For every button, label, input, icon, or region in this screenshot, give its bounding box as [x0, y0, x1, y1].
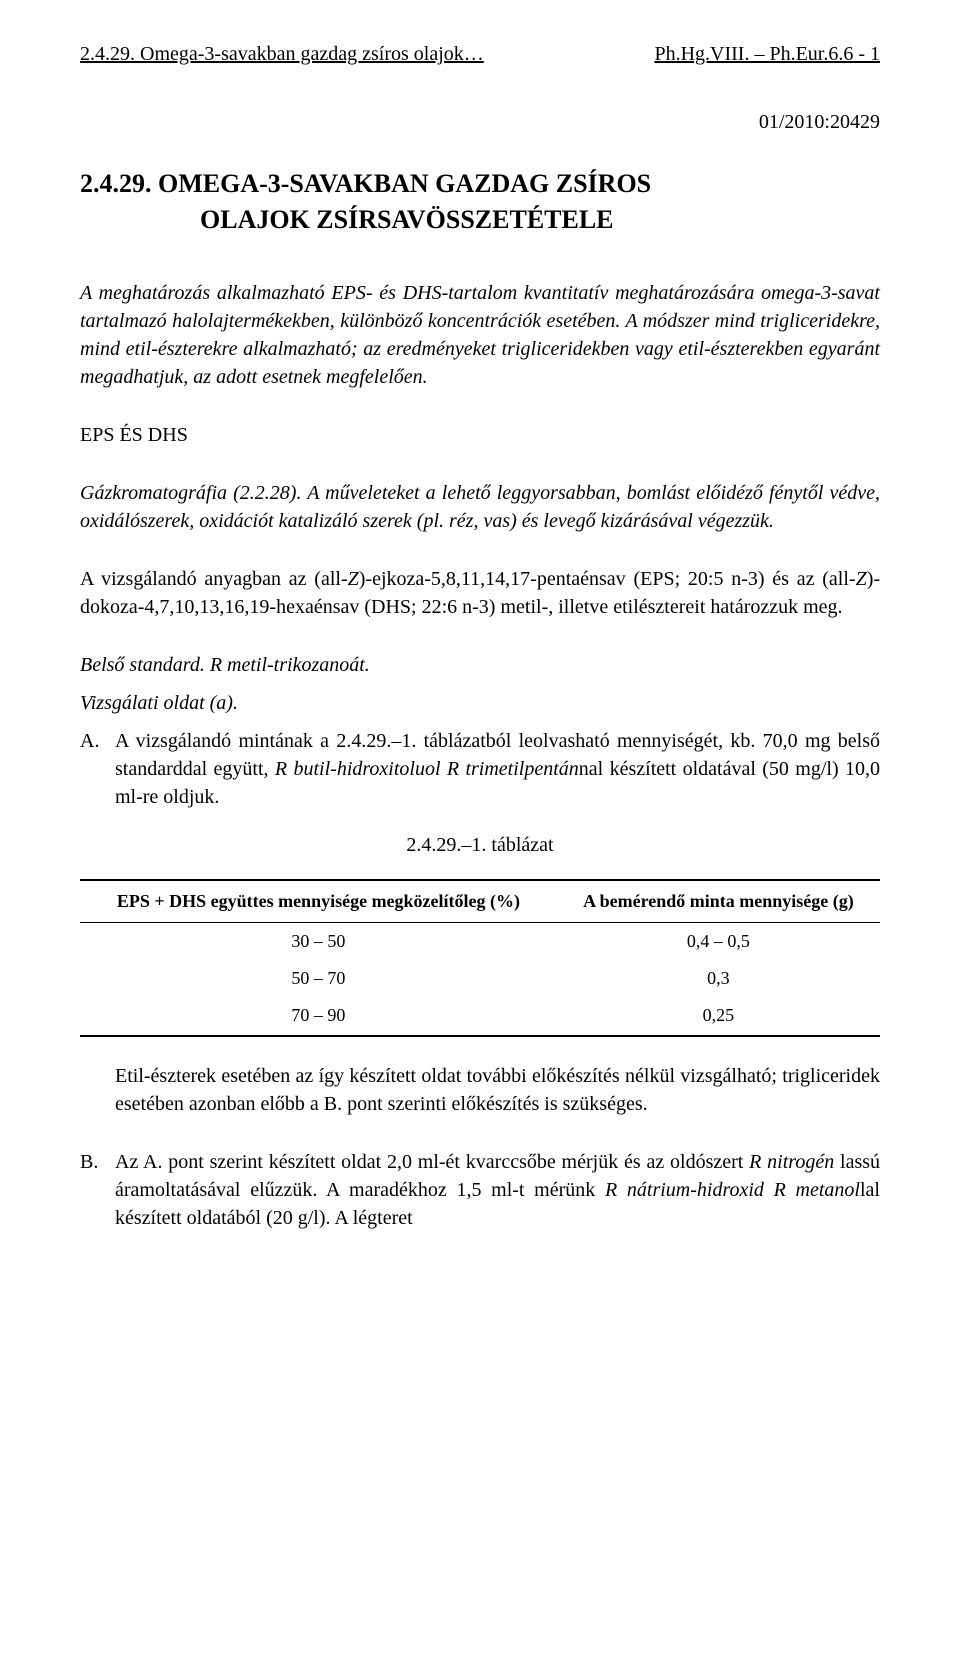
item-b-part2: R nitrogén — [749, 1151, 834, 1173]
header-left: 2.4.29. Omega-3-savakban gazdag zsíros o… — [80, 40, 484, 68]
table-cell: 0,4 – 0,5 — [557, 922, 880, 960]
table-cell: 50 – 70 — [80, 960, 557, 997]
after-table-paragraph: Etil-észterek esetében az így készített … — [80, 1062, 880, 1118]
header-right: Ph.Hg.VIII. – Ph.Eur.6.6 - 1 — [654, 40, 880, 68]
title-line-2: OLAJOK ZSÍRSAVÖSSZETÉTELE — [80, 202, 880, 238]
table-cell: 0,25 — [557, 997, 880, 1035]
intro-paragraph: A meghatározás alkalmazható EPS- és DHS-… — [80, 279, 880, 391]
document-title: 2.4.29. OMEGA-3-SAVAKBAN GAZDAG ZSÍROS O… — [80, 166, 880, 239]
document-number: 01/2010:20429 — [80, 108, 880, 136]
gazkrom-prefix: Gázkromatográfia (2.2.28). — [80, 482, 307, 504]
data-table: EPS + DHS együttes mennyisége megközelít… — [80, 879, 880, 1037]
table-header-2: A bemérendő minta mennyisége (g) — [557, 880, 880, 923]
item-b-part4: R nátrium-hidroxid R metanol — [605, 1179, 860, 1201]
vizsg-z2: Z — [856, 568, 867, 590]
table-row: 50 – 70 0,3 — [80, 960, 880, 997]
list-item-a: A. A vizsgálandó mintának a 2.4.29.–1. t… — [80, 727, 880, 811]
list-marker-a: A. — [80, 727, 115, 811]
table-row: 30 – 50 0,4 – 0,5 — [80, 922, 880, 960]
list-content-a: A vizsgálandó mintának a 2.4.29.–1. tábl… — [115, 727, 880, 811]
vizsg-part1: A vizsgálandó anyagban az (all- — [80, 568, 348, 590]
vizsg-z1: Z — [348, 568, 359, 590]
title-line-1: 2.4.29. OMEGA-3-SAVAKBAN GAZDAG ZSÍROS — [80, 166, 880, 202]
table-header-1: EPS + DHS együttes mennyisége megközelít… — [80, 880, 557, 923]
table-cell: 30 – 50 — [80, 922, 557, 960]
section-heading-eps-dhs: EPS ÉS DHS — [80, 421, 880, 449]
vizsg-part2: )-ejkoza-5,8,11,14,17-pentaénsav (EPS; 2… — [359, 568, 856, 590]
item-a-part2: R butil-hidroxitoluol R trimetilpentán — [275, 758, 579, 780]
list-item-b: B. Az A. pont szerint készített oldat 2,… — [80, 1148, 880, 1232]
item-b-part1: Az A. pont szerint készített oldat 2,0 m… — [115, 1151, 749, 1173]
gazkromatografia-paragraph: Gázkromatográfia (2.2.28). A műveleteket… — [80, 479, 880, 535]
page-header: 2.4.29. Omega-3-savakban gazdag zsíros o… — [80, 40, 880, 68]
vizsgalando-paragraph: A vizsgálandó anyagban az (all-Z)-ejkoza… — [80, 565, 880, 621]
table-cell: 0,3 — [557, 960, 880, 997]
internal-standard: Belső standard. R metil-trikozanoát. — [80, 651, 880, 679]
table-row: 70 – 90 0,25 — [80, 997, 880, 1035]
list-content-b: Az A. pont szerint készített oldat 2,0 m… — [115, 1148, 880, 1232]
table-cell: 70 – 90 — [80, 997, 557, 1035]
vizsgalati-oldat: Vizsgálati oldat (a). — [80, 689, 880, 717]
list-marker-b: B. — [80, 1148, 115, 1232]
table-caption: 2.4.29.–1. táblázat — [80, 831, 880, 859]
